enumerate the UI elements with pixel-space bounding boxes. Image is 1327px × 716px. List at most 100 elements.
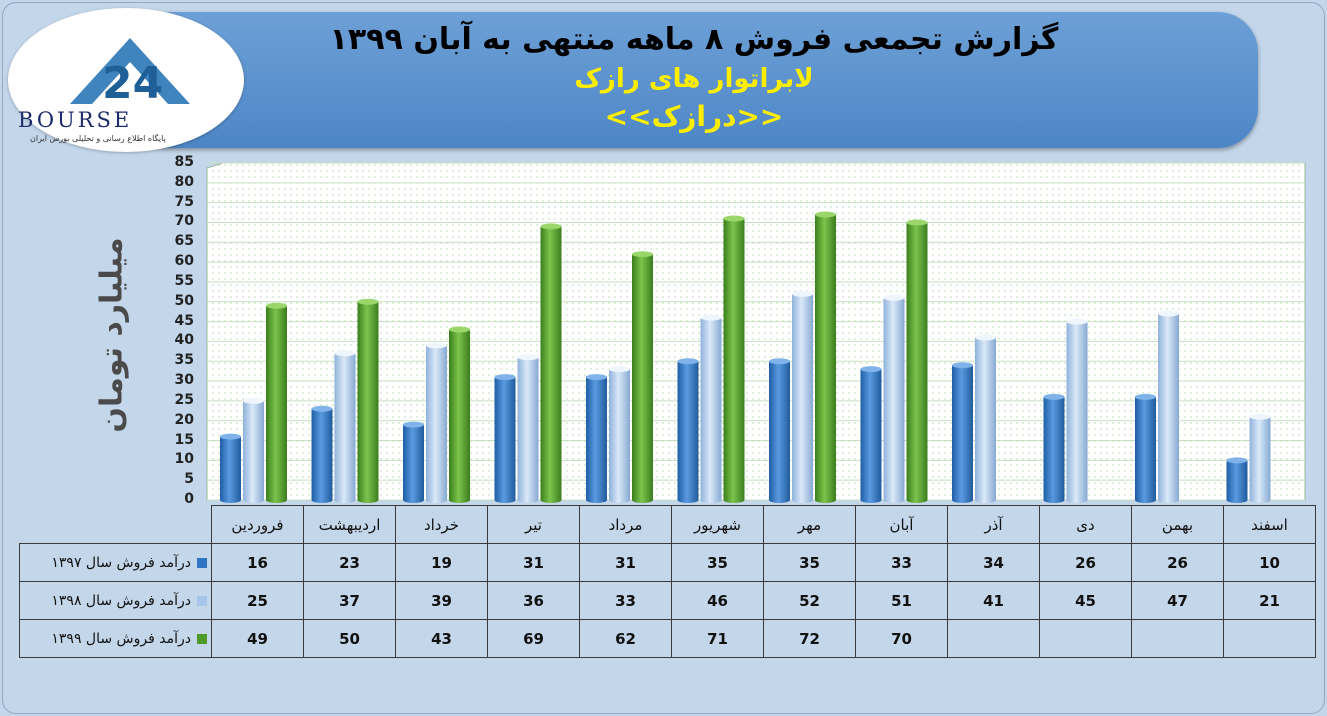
bar — [494, 374, 516, 503]
category-label: خرداد — [395, 505, 488, 544]
bar — [769, 358, 790, 503]
bar-base — [586, 497, 607, 503]
bar-cap — [494, 374, 516, 381]
table-cell: 19 — [395, 543, 488, 582]
bar-cap — [1226, 457, 1248, 464]
bar — [586, 374, 607, 503]
bar-base — [906, 497, 928, 503]
bourse24-logo: 24 BOURSE پایگاه اطلاع رسانی و تحلیلی بو… — [8, 8, 244, 152]
legend-swatch-icon — [197, 633, 207, 644]
table-cell: 16 — [211, 543, 304, 582]
legend-label: درآمد فروش سال ۱۳۹۹ — [51, 630, 191, 647]
logo-mark-icon: 24 — [70, 38, 190, 108]
bar-body — [517, 357, 539, 500]
bar-base — [632, 497, 653, 503]
bar — [266, 302, 287, 503]
legend-swatch-icon — [197, 557, 207, 568]
table-row: درآمد فروش سال ۱۳۹۹ 49 50 43 69 62 71 72… — [19, 619, 1316, 658]
table-cell: 21 — [1223, 581, 1316, 620]
bar-cap — [815, 211, 836, 218]
bar — [677, 358, 699, 503]
bar — [540, 223, 562, 503]
bar-cap — [952, 362, 973, 369]
table-cell — [1039, 619, 1132, 658]
bar-base — [357, 497, 379, 503]
legend-swatch-icon — [197, 595, 207, 606]
bar — [517, 354, 539, 503]
bar-body — [220, 436, 241, 500]
bar-cap — [632, 251, 653, 258]
y-tick-label: 50 — [174, 292, 194, 309]
logo-subtitle: پایگاه اطلاع رسانی و تحلیلی بورس ایران — [30, 134, 166, 143]
y-tick-label: 45 — [174, 312, 194, 329]
bar-cap — [609, 366, 630, 373]
bar-body — [494, 377, 516, 500]
table-cell: 52 — [763, 581, 856, 620]
bar-base — [792, 497, 813, 503]
table-cell: 31 — [487, 543, 580, 582]
table-cell: 10 — [1223, 543, 1316, 582]
bar — [975, 334, 996, 503]
table-cell: 43 — [395, 619, 488, 658]
ticker-symbol: <<درازک>> — [604, 100, 784, 133]
bar-base — [1158, 497, 1179, 503]
bar-base — [952, 497, 973, 503]
category-label: مرداد — [579, 505, 672, 544]
table-cell: 26 — [1131, 543, 1224, 582]
bar-base — [220, 497, 241, 503]
y-tick-label: 40 — [174, 332, 194, 349]
bar — [952, 362, 973, 503]
bar — [1066, 318, 1088, 503]
bar — [723, 215, 745, 503]
bar-body — [906, 222, 928, 500]
table-cell: 26 — [1039, 543, 1132, 582]
bar-body — [860, 369, 882, 500]
bar-body — [334, 353, 356, 500]
category-label: تیر — [487, 505, 580, 544]
y-tick-label: 55 — [174, 272, 194, 289]
bar-cap — [334, 350, 356, 357]
bar — [1158, 310, 1179, 503]
bar-body — [357, 301, 379, 500]
bar-body — [975, 337, 996, 500]
bar-body — [792, 293, 813, 500]
gridlines — [207, 162, 1305, 501]
bar-cap — [243, 397, 264, 404]
table-cell: 70 — [855, 619, 948, 658]
svg-text:24: 24 — [102, 58, 163, 108]
bar — [1135, 393, 1156, 503]
table-cell: 23 — [303, 543, 396, 582]
bar-body — [1043, 396, 1065, 500]
category-label: شهریور — [671, 505, 764, 544]
title-banner: گزارش تجمعی فروش ۸ ماهه منتهی به آبان ۱۳… — [130, 12, 1258, 148]
table-cell: 31 — [579, 543, 672, 582]
bar-cap — [860, 366, 882, 373]
category-label: اردیبهشت — [303, 505, 396, 544]
bar — [1043, 393, 1065, 503]
bar-body — [1066, 321, 1088, 500]
bar — [334, 350, 356, 503]
bar-body — [700, 317, 722, 500]
bar-cap — [586, 374, 607, 381]
table-row: درآمد فروش سال ۱۳۹۸ 25 37 39 36 33 46 52… — [19, 581, 1316, 620]
bar — [792, 290, 813, 503]
bar-base — [609, 497, 630, 503]
bar-cap — [792, 290, 813, 297]
bar-cap — [677, 358, 699, 365]
bar-base — [860, 497, 882, 503]
bar-base — [1226, 497, 1248, 503]
bar-cap — [769, 358, 790, 365]
logo-text: BOURSE — [18, 108, 133, 132]
bar-base — [1249, 497, 1271, 503]
bar-body — [449, 329, 470, 500]
bar-body — [311, 408, 333, 500]
y-tick-label: 35 — [174, 352, 194, 369]
bar-body — [1158, 313, 1179, 500]
report-title: گزارش تجمعی فروش ۸ ماهه منتهی به آبان ۱۳… — [329, 22, 1059, 57]
bar-base — [883, 497, 905, 503]
table-cell: 37 — [303, 581, 396, 620]
category-label: بهمن — [1131, 505, 1224, 544]
bar — [403, 421, 424, 503]
bar-body — [815, 214, 836, 500]
